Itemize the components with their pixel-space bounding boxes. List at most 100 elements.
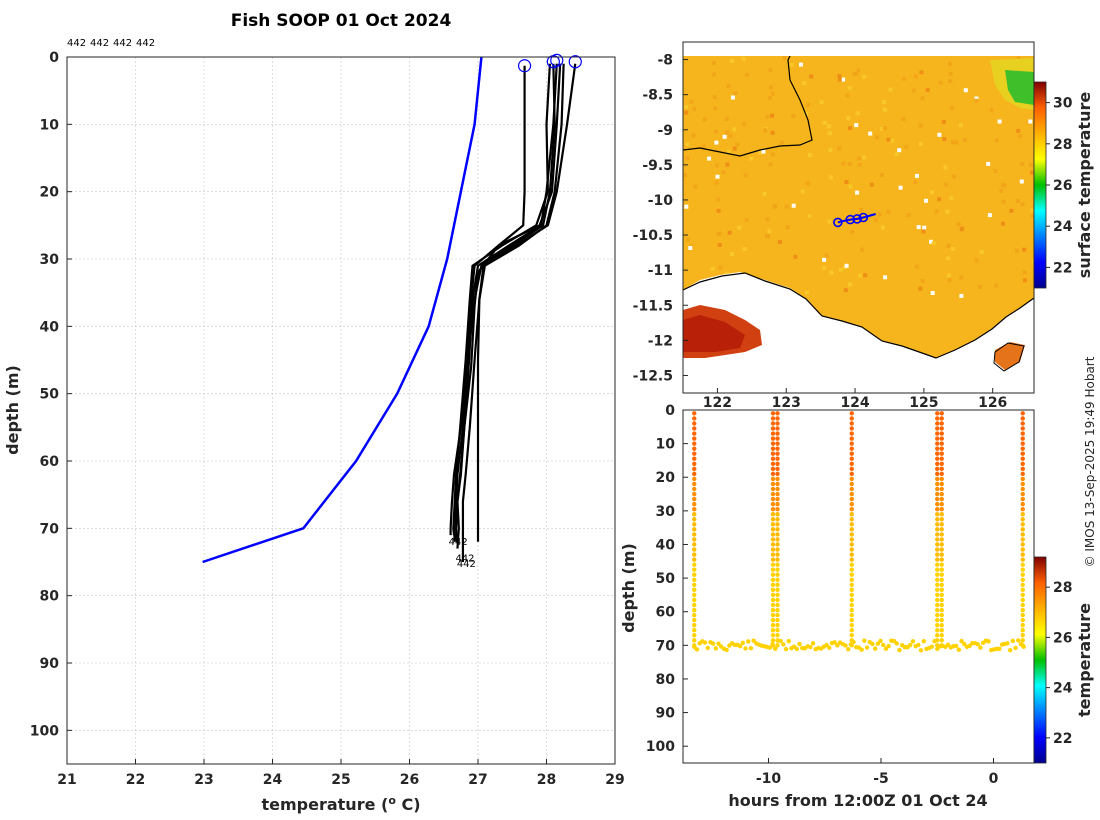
bottom-sample xyxy=(743,646,748,651)
cast-sample xyxy=(939,633,944,638)
cast-sample xyxy=(849,486,854,492)
bottom-sample xyxy=(746,639,751,644)
cast-sample xyxy=(939,441,944,446)
sst-pixel xyxy=(959,227,964,232)
sst-pixel xyxy=(714,140,719,145)
cast-sample xyxy=(935,572,940,577)
sst-pixel xyxy=(770,130,775,135)
cast-sample xyxy=(775,617,780,623)
sst-pixel xyxy=(1029,163,1033,167)
track-marker xyxy=(845,214,856,225)
cast-sample xyxy=(692,537,697,542)
cast-sample xyxy=(939,557,944,562)
lon-tick-label: 126 xyxy=(978,395,1007,411)
cast-sample xyxy=(935,622,940,628)
cast-sample xyxy=(775,411,780,416)
cast-sample xyxy=(1020,572,1025,577)
cast-sample xyxy=(935,476,940,482)
bottom-sample xyxy=(702,640,708,645)
cast-sample xyxy=(1020,577,1025,582)
sst-pixel xyxy=(883,275,888,280)
bottom-sample xyxy=(781,642,786,647)
sst-pixel xyxy=(946,273,951,278)
cast-sample xyxy=(939,638,944,643)
cast-sample xyxy=(935,612,940,618)
bottom-sample xyxy=(808,644,813,650)
sst-pixel xyxy=(954,140,959,145)
sst-pixel xyxy=(880,126,885,131)
sst-pixel xyxy=(963,88,968,93)
header-label: 442 xyxy=(67,38,86,49)
sst-pixel xyxy=(765,115,770,120)
sst-pixel xyxy=(777,240,782,244)
sst-pixel xyxy=(1001,199,1006,204)
cast-sample xyxy=(1020,622,1025,628)
sst-pixel xyxy=(844,180,849,184)
chart-title: Fish SOOP 01 Oct 2024 xyxy=(231,11,452,31)
y-tick-label: 50 xyxy=(40,387,60,403)
cast-sample xyxy=(939,496,944,502)
sst-pixel xyxy=(685,142,690,147)
lat-tick-label: -9.5 xyxy=(642,158,673,174)
bottom-sample xyxy=(835,643,840,648)
bottom-sample xyxy=(824,642,829,648)
cast-sample xyxy=(770,416,776,421)
bottom-sample xyxy=(767,645,773,650)
x-tick-label: 28 xyxy=(537,772,556,788)
sst-pixel xyxy=(822,265,827,270)
time-plot-y-axis: 0 10 20 30 40 50 60 70 80 90 100 xyxy=(646,403,688,755)
cast-sample xyxy=(692,441,697,446)
sst-pixel xyxy=(805,103,810,107)
cast-sample xyxy=(939,587,944,593)
y-tick-label: 20 xyxy=(656,470,676,486)
lat-tick-label: -11 xyxy=(648,263,673,279)
sst-pixel xyxy=(779,140,784,145)
cast-sample xyxy=(770,527,776,532)
cast-sample xyxy=(935,416,940,421)
bottom-sample xyxy=(740,640,746,646)
cast-sample xyxy=(935,431,940,436)
cast-sample xyxy=(770,592,776,598)
cast-sample xyxy=(1020,466,1025,472)
sst-pixel xyxy=(880,225,885,230)
cb-tick-label: 26 xyxy=(1053,630,1072,646)
cast-sample xyxy=(849,456,854,461)
sst-pixel xyxy=(863,273,868,278)
cast-sample xyxy=(770,501,776,507)
cast-sample xyxy=(935,597,940,603)
climatology-series xyxy=(202,57,483,564)
cast-sample xyxy=(1020,436,1025,441)
sst-pixel xyxy=(986,161,991,166)
sst-pixel xyxy=(868,131,873,136)
island-outline xyxy=(993,342,1025,372)
sst-pixel xyxy=(841,77,846,82)
y-tick-label: 90 xyxy=(656,706,676,722)
sst-pixel xyxy=(947,61,952,66)
cast-sample xyxy=(775,476,780,482)
sst-pixel xyxy=(997,119,1002,124)
cast-sample xyxy=(692,411,697,416)
cast-sample xyxy=(939,512,944,517)
sst-pixel xyxy=(959,275,964,280)
cast-sample xyxy=(770,557,776,562)
cast-sample xyxy=(939,628,944,633)
cast-sample xyxy=(692,622,697,628)
sst-pixel xyxy=(758,150,763,155)
sst-pixel xyxy=(827,124,832,129)
cast-sample xyxy=(770,466,776,472)
header-labels: 442 442 442 442 xyxy=(67,38,155,49)
bottom-sample xyxy=(975,642,980,647)
sst-pixel xyxy=(714,180,719,185)
sst-pixel xyxy=(743,173,748,178)
cast-sample xyxy=(692,466,697,472)
cast-sample xyxy=(849,622,854,628)
cast-sample xyxy=(1020,456,1025,461)
cast-sample xyxy=(935,456,940,461)
sst-pixel xyxy=(791,203,796,208)
sst-pixel xyxy=(712,72,717,77)
sst-pixel xyxy=(946,256,951,261)
bottom-sample xyxy=(737,643,743,649)
cast-sample xyxy=(775,421,780,426)
cast-sample xyxy=(849,491,854,497)
bottom-sample xyxy=(845,647,851,652)
